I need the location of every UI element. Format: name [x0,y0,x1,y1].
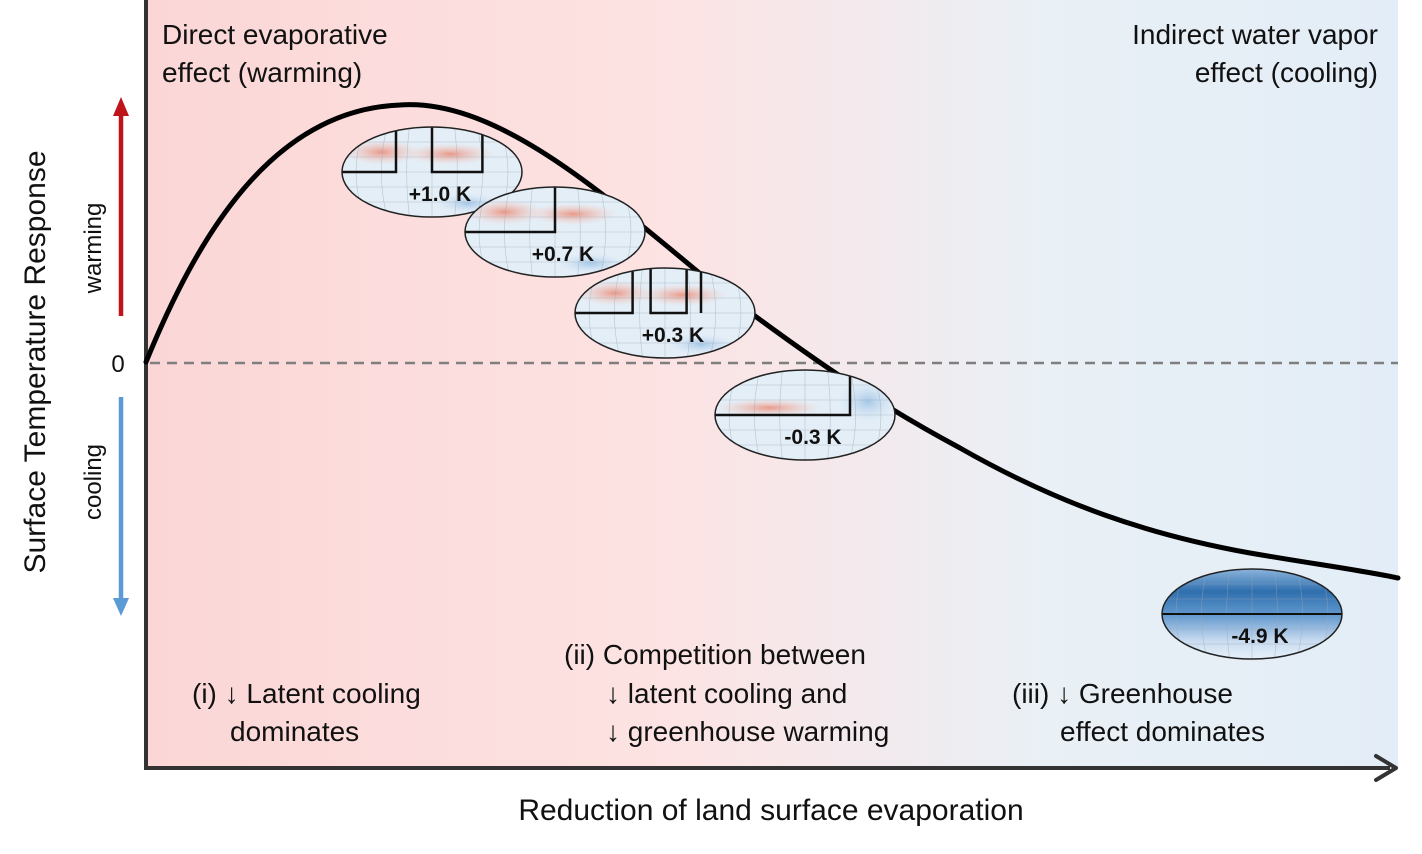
map-inset: -4.9 K [1161,568,1343,660]
cooling-label: cooling [80,444,107,520]
left-corner-label-line2: effect (warming) [162,57,362,88]
warming-arrowhead [113,97,129,116]
x-axis-arrowhead [1374,754,1398,782]
regime-i-line2: dominates [230,716,359,747]
map-inset: -0.3 K [714,369,896,461]
regime-iii-line1: (iii) ↓ Greenhouse [1012,678,1233,709]
regime-ii-line1: (ii) Competition between [564,639,866,670]
regime-i-line1: (i) ↓ Latent cooling [192,678,421,709]
map-insets: +1.0 K +0.7 K +0.3 K -0.3 K -4.9 K [341,126,1343,660]
map-value-label: +0.7 K [532,243,594,266]
regime-iii-line2: effect dominates [1060,716,1265,747]
left-corner-label-line1: Direct evaporative [162,19,388,50]
zero-tick-label: 0 [111,351,124,378]
regime-ii-line2: ↓ latent cooling and [606,678,847,709]
map-value-label: -0.3 K [784,426,841,449]
x-axis-title: Reduction of land surface evaporation [518,794,1023,827]
map-value-label: +0.3 K [642,324,704,347]
map-inset: +0.7 K [464,186,646,278]
map-value-label: -4.9 K [1231,625,1288,648]
regime-ii-line3: ↓ greenhouse warming [606,716,889,747]
right-corner-label-line1: Indirect water vapor [1132,19,1378,50]
warming-label: warming [80,203,107,295]
map-value-label: +1.0 K [409,183,471,206]
cooling-arrowhead [113,598,129,616]
right-corner-label-line2: effect (cooling) [1195,57,1378,88]
response-curve [143,102,1401,581]
map-inset: +0.3 K [574,267,756,359]
y-axis-title: Surface Temperature Response [19,150,52,573]
